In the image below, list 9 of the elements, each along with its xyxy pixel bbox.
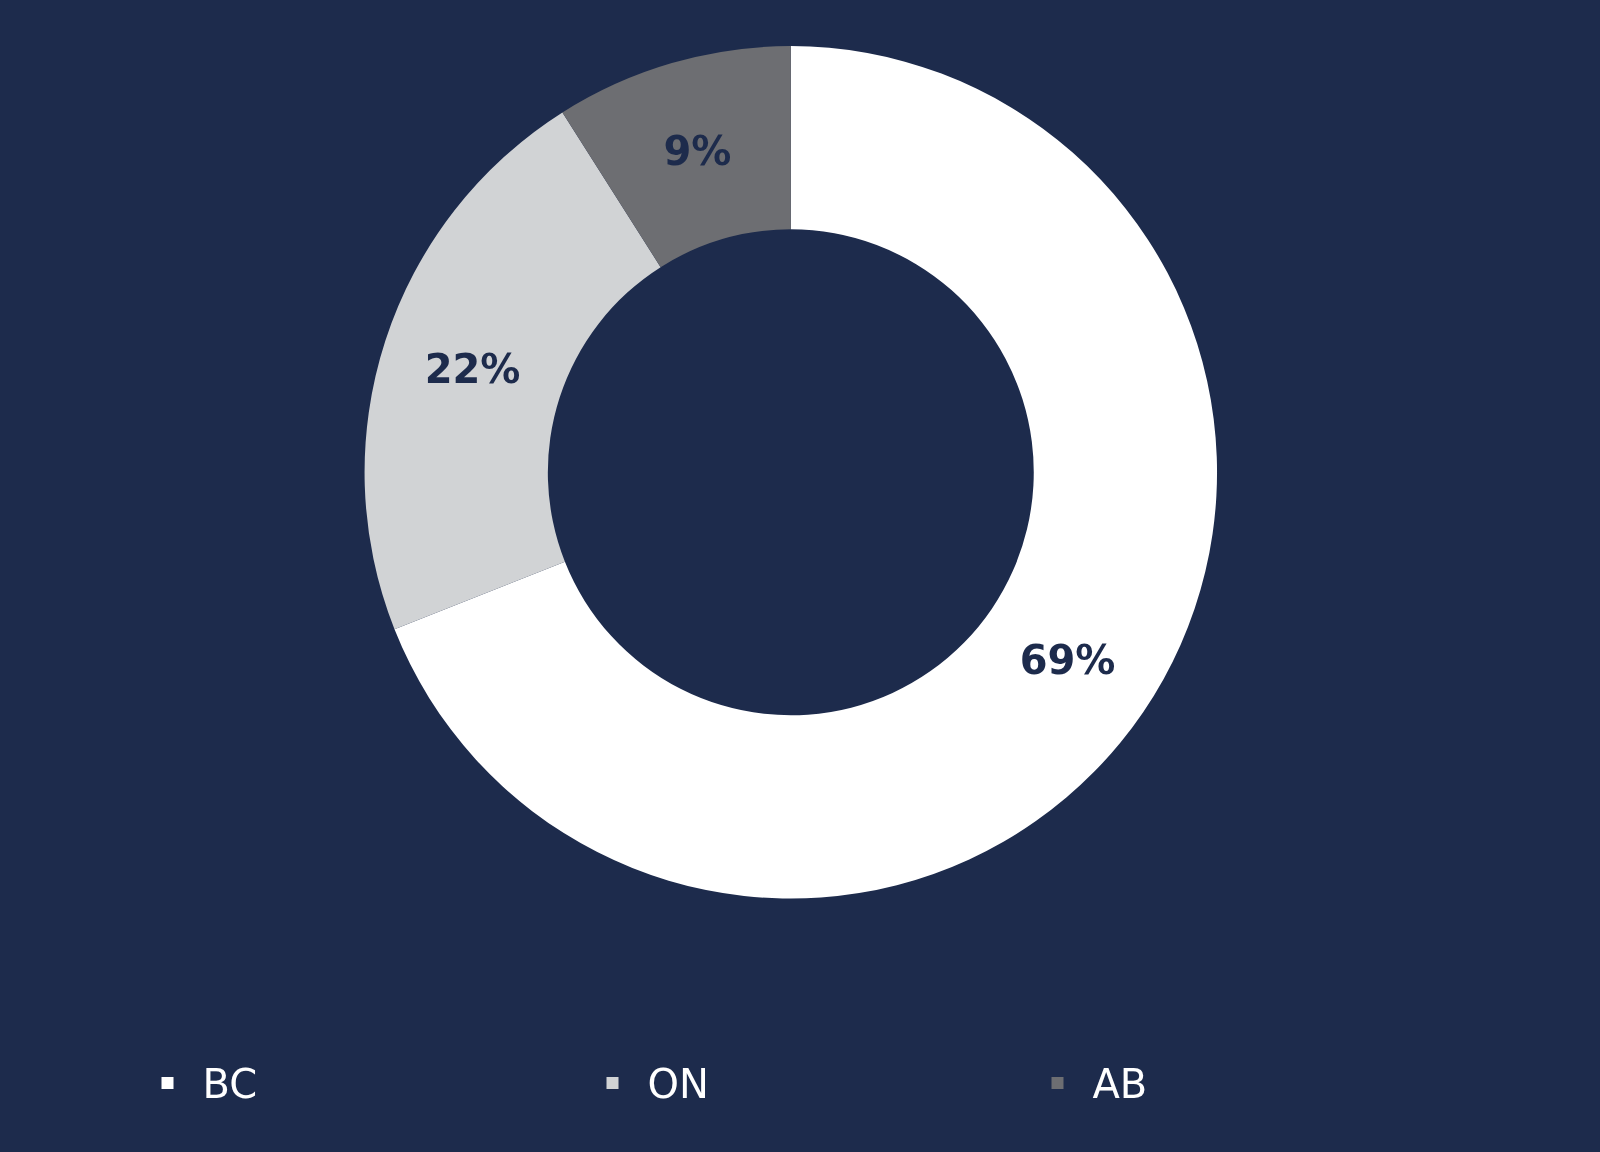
legend-label: BC bbox=[202, 1061, 258, 1108]
legend-label: ON bbox=[647, 1061, 709, 1108]
donut-slice bbox=[394, 46, 1217, 899]
donut-slice bbox=[364, 112, 661, 630]
donut-slice bbox=[562, 46, 791, 268]
data-label: 69% bbox=[1019, 637, 1116, 684]
data-label: 9% bbox=[663, 128, 732, 175]
legend-label: AB bbox=[1092, 1061, 1148, 1108]
data-label: 22% bbox=[424, 345, 521, 392]
